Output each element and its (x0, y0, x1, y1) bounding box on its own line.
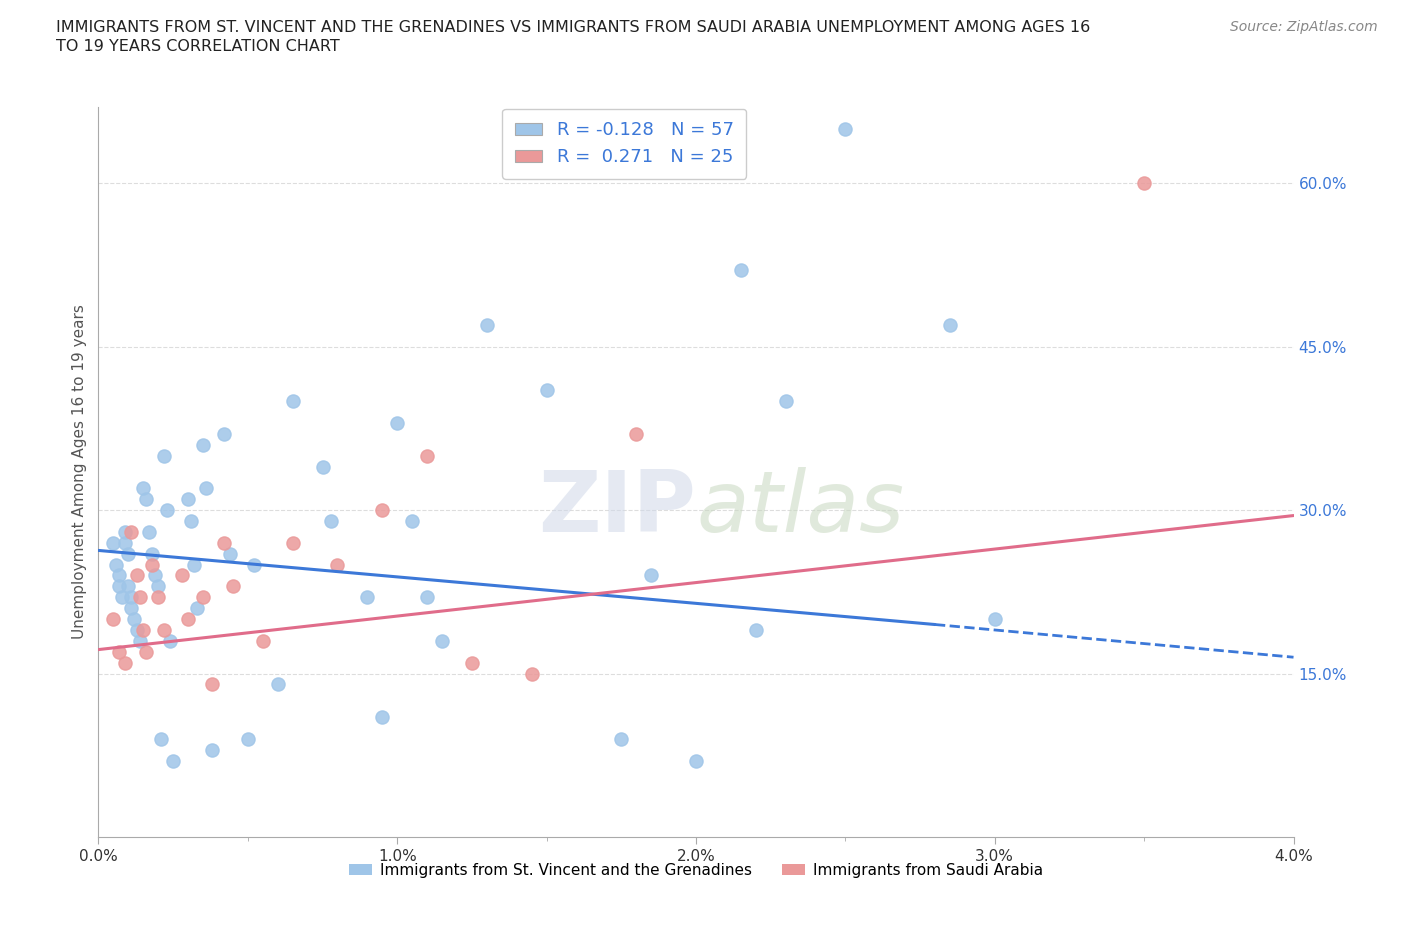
Point (177, 612, 200, 627)
Point (138, 525, 160, 539)
Point (321, 513, 343, 528)
Point (114, 536, 136, 551)
Point (243, 557, 266, 572)
Point (356, 590, 378, 604)
Point (311, 459, 333, 474)
Point (416, 590, 439, 604)
Point (201, 742, 224, 757)
Point (120, 525, 142, 539)
Point (120, 601, 142, 616)
Point (103, 536, 125, 551)
Point (135, 492, 157, 507)
Point (195, 481, 218, 496)
Text: ZIP: ZIP (538, 467, 696, 550)
Point (430, 633, 453, 648)
Point (685, 753, 707, 768)
Point (191, 590, 214, 604)
Point (111, 590, 134, 604)
Point (162, 753, 184, 768)
Point (236, 732, 259, 747)
Point (834, 121, 856, 136)
Point (103, 612, 125, 627)
Point (252, 633, 274, 648)
Point (153, 448, 176, 463)
Point (159, 633, 181, 648)
Point (141, 557, 163, 572)
Point (536, 383, 558, 398)
Point (984, 612, 1007, 627)
Point (153, 622, 176, 637)
Point (141, 546, 163, 561)
Point (730, 263, 752, 278)
Point (183, 557, 205, 572)
Point (124, 612, 146, 627)
Legend: Immigrants from St. Vincent and the Grenadines, Immigrants from Saudi Arabia: Immigrants from St. Vincent and the Gren… (343, 857, 1049, 884)
Point (132, 481, 155, 496)
Point (156, 503, 179, 518)
Point (186, 601, 208, 616)
Point (1133, 176, 1156, 191)
Point (108, 644, 131, 659)
Point (127, 568, 149, 583)
Point (461, 656, 484, 671)
Point (222, 579, 245, 594)
Point (219, 546, 242, 561)
Point (108, 579, 131, 594)
Point (281, 536, 304, 551)
Point (939, 317, 962, 332)
Point (135, 644, 157, 659)
Point (201, 677, 224, 692)
Point (775, 393, 797, 408)
Point (108, 568, 131, 583)
Point (148, 579, 170, 594)
Point (371, 503, 394, 518)
Text: IMMIGRANTS FROM ST. VINCENT AND THE GRENADINES VS IMMIGRANTS FROM SAUDI ARABIA U: IMMIGRANTS FROM ST. VINCENT AND THE GREN… (56, 20, 1091, 35)
Point (475, 317, 498, 332)
Point (114, 525, 136, 539)
Point (150, 732, 173, 747)
Point (148, 590, 170, 604)
Point (127, 622, 149, 637)
Point (416, 448, 439, 463)
Point (610, 732, 633, 747)
Text: Source: ZipAtlas.com: Source: ZipAtlas.com (1230, 20, 1378, 34)
Point (172, 568, 194, 583)
Point (120, 590, 142, 604)
Point (212, 536, 235, 551)
Text: TO 19 YEARS CORRELATION CHART: TO 19 YEARS CORRELATION CHART (56, 39, 340, 54)
Point (129, 633, 152, 648)
Point (326, 557, 349, 572)
Point (640, 568, 662, 583)
Point (401, 513, 423, 528)
Point (745, 622, 768, 637)
Point (117, 546, 139, 561)
Point (626, 426, 648, 441)
Point (105, 557, 128, 572)
Point (177, 492, 200, 507)
Point (212, 426, 235, 441)
Point (129, 590, 152, 604)
Point (180, 513, 202, 528)
Point (117, 579, 139, 594)
Point (143, 568, 166, 583)
Point (520, 666, 543, 681)
Point (371, 710, 394, 724)
Point (132, 622, 155, 637)
Point (114, 656, 136, 671)
Y-axis label: Unemployment Among Ages 16 to 19 years: Unemployment Among Ages 16 to 19 years (72, 304, 87, 640)
Point (281, 393, 304, 408)
Text: atlas: atlas (696, 467, 904, 550)
Point (191, 437, 214, 452)
Point (385, 416, 409, 431)
Point (267, 677, 290, 692)
